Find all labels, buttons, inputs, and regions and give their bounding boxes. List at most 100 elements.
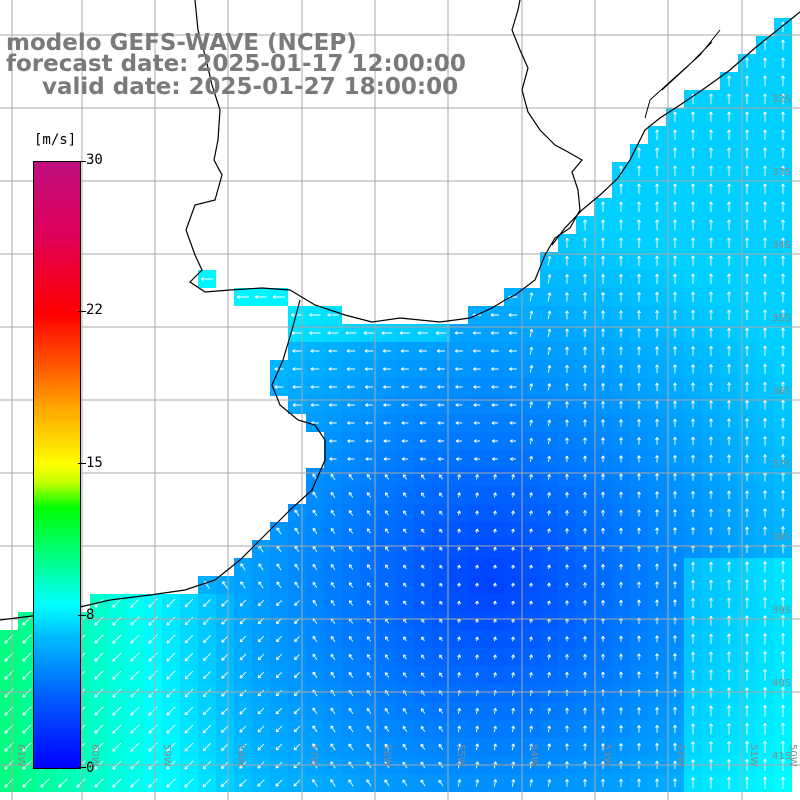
wind-arrow	[439, 672, 443, 678]
wind-arrow	[763, 147, 767, 159]
wind-arrow	[184, 616, 194, 626]
wind-arrow	[366, 654, 372, 660]
wind-arrow	[763, 418, 767, 428]
wind-arrow	[691, 255, 695, 267]
wind-arrow	[727, 579, 731, 591]
wind-arrow	[112, 616, 122, 626]
wind-arrow	[745, 400, 749, 410]
wind-arrow	[274, 385, 284, 389]
wind-arrow	[691, 219, 695, 231]
wind-arrow	[781, 776, 785, 789]
wind-arrow	[420, 474, 425, 480]
wind-arrow	[583, 778, 587, 787]
wind-arrow	[619, 635, 623, 643]
wind-arrow	[457, 743, 462, 751]
wind-arrow	[529, 636, 533, 642]
wind-arrow	[364, 385, 373, 389]
wind-arrow	[385, 582, 389, 588]
wind-arrow	[457, 546, 461, 552]
wind-arrow	[745, 490, 749, 500]
wind-arrow	[383, 439, 391, 443]
wind-arrow	[493, 510, 497, 516]
wind-arrow	[727, 129, 731, 141]
wind-arrow	[745, 363, 749, 374]
wind-arrow	[529, 546, 533, 552]
wind-arrow	[491, 367, 499, 371]
wind-arrow	[601, 219, 605, 231]
wind-arrow	[222, 581, 228, 589]
wind-arrow	[22, 724, 32, 734]
wind-arrow	[40, 778, 50, 788]
wind-arrow	[454, 331, 464, 335]
wind-arrow	[637, 509, 641, 517]
wind-arrow	[112, 778, 122, 788]
wind-arrow	[619, 527, 623, 534]
wind-arrow	[457, 636, 461, 642]
wind-arrow	[781, 704, 785, 717]
wind-arrow	[437, 457, 444, 461]
wind-arrow	[727, 418, 731, 428]
wind-arrow	[601, 671, 605, 679]
wind-arrow	[130, 688, 140, 698]
wind-arrow	[709, 93, 713, 105]
wind-arrow	[601, 491, 605, 498]
wind-arrow	[781, 309, 785, 321]
wind-arrow	[366, 528, 372, 534]
wind-arrow	[691, 309, 695, 320]
wind-arrow	[763, 165, 767, 177]
wind-arrow	[763, 615, 767, 627]
wind-arrow	[493, 725, 498, 733]
wind-arrow	[330, 545, 336, 552]
wind-arrows	[4, 21, 785, 789]
wind-arrow	[276, 527, 282, 535]
wind-arrow	[565, 492, 569, 498]
wind-arrow	[166, 688, 176, 698]
wind-arrow	[673, 742, 677, 752]
wind-arrow	[619, 219, 623, 231]
wind-arrow	[745, 57, 749, 69]
wind-arrow	[601, 328, 605, 338]
wind-arrow	[511, 707, 516, 714]
wind-arrow	[637, 219, 641, 231]
wind-arrow	[709, 309, 713, 320]
wind-arrow	[655, 129, 659, 141]
wind-arrow	[473, 439, 480, 443]
wind-arrow	[403, 528, 407, 534]
wind-arrow	[529, 401, 534, 409]
wind-arrow	[547, 743, 552, 751]
wind-arrow	[112, 652, 122, 662]
wind-arrow	[655, 382, 659, 392]
wind-arrow	[583, 419, 587, 427]
wind-arrow	[491, 421, 499, 425]
wind-arrow	[619, 743, 623, 751]
wind-arrow	[202, 653, 211, 662]
wind-arrow	[763, 273, 767, 285]
wind-arrow	[727, 687, 731, 699]
wind-arrow	[583, 707, 587, 715]
wind-arrow	[366, 564, 371, 570]
wind-arrow	[655, 273, 659, 284]
coastline	[185, 0, 583, 323]
wind-arrow	[763, 201, 767, 213]
wind-arrow	[166, 706, 176, 716]
wind-arrow	[601, 600, 605, 606]
wind-arrow	[508, 331, 518, 335]
wind-arrow	[330, 527, 336, 534]
wind-arrow	[312, 707, 318, 715]
wind-arrow	[529, 510, 533, 516]
wind-arrow	[727, 327, 731, 338]
wind-arrow	[583, 401, 587, 409]
wind-arrow	[366, 473, 372, 480]
wind-arrow	[691, 633, 695, 644]
wind-arrow	[637, 237, 641, 249]
wind-arrow	[601, 237, 605, 249]
wind-arrow	[727, 741, 731, 753]
wind-arrow	[691, 364, 695, 374]
wind-arrow	[601, 707, 605, 715]
wind-arrow	[184, 652, 194, 662]
wind-arrow	[294, 509, 300, 517]
wind-arrow	[655, 310, 659, 320]
wind-arrow	[565, 546, 569, 552]
latitude-label: 41S	[772, 751, 792, 762]
